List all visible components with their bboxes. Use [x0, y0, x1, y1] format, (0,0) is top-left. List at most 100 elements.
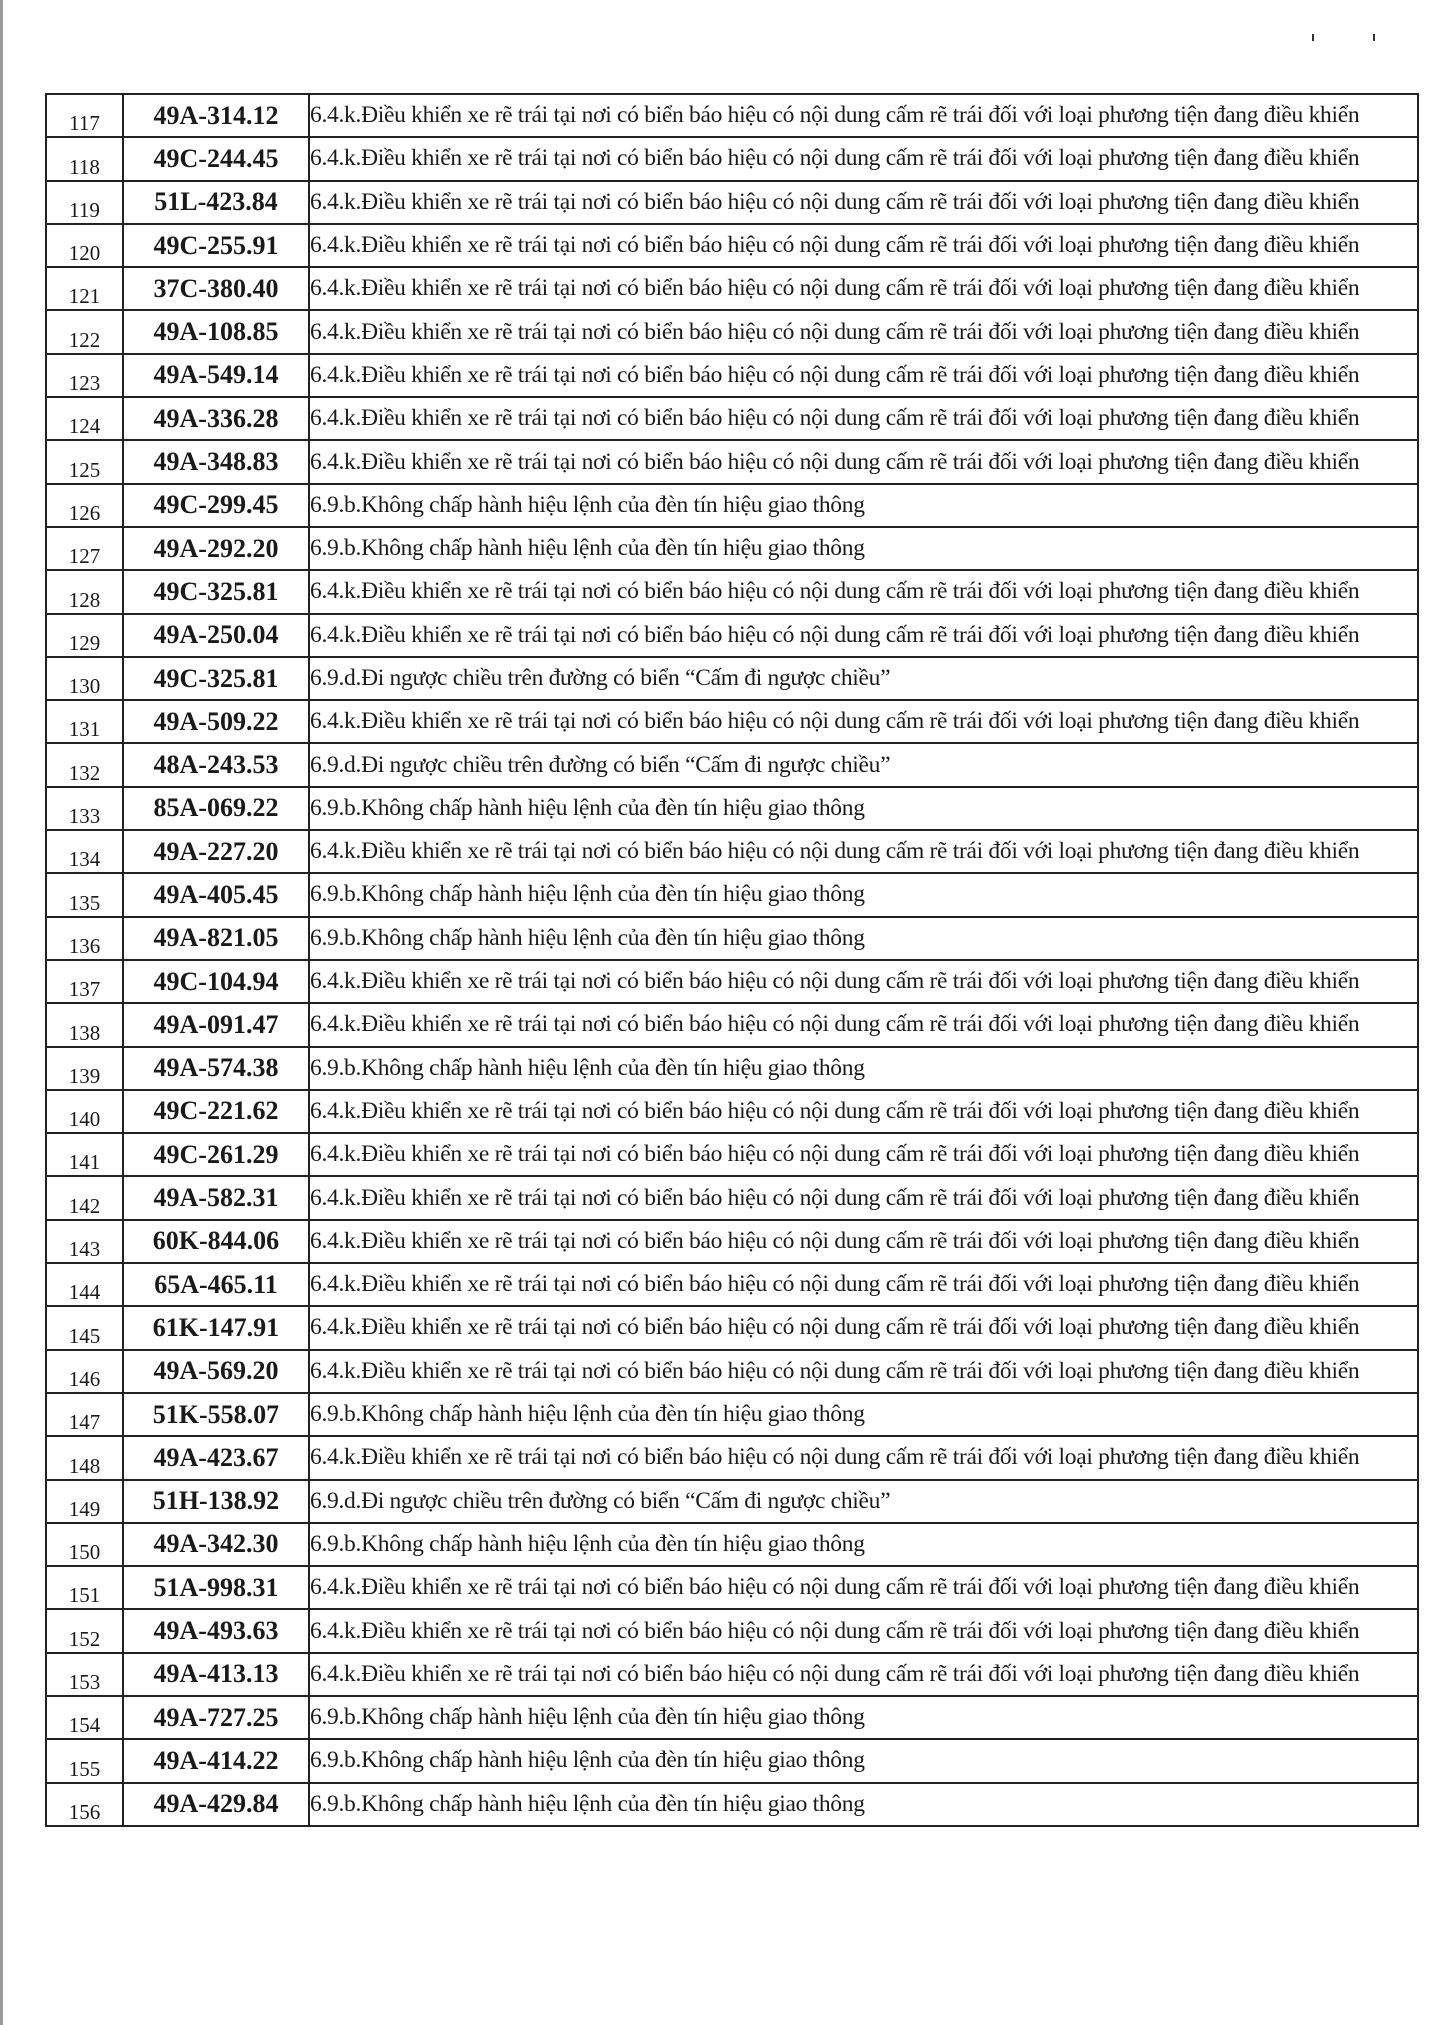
violation-cell: 6.4.k.Điều khiển xe rẽ trái tại nơi có b… [308, 1262, 1419, 1308]
license-plate-cell: 51A-998.31 [122, 1565, 310, 1611]
row-number-cell: 134 [45, 829, 124, 875]
license-plate-cell: 51K-558.07 [122, 1391, 310, 1438]
license-plate-cell: 49C-244.45 [122, 136, 310, 182]
license-plate-cell: 49C-104.94 [122, 958, 310, 1005]
license-plate-cell: 60K-844.06 [122, 1218, 310, 1265]
violation-cell: 6.9.b.Không chấp hành hiệu lệnh của đèn … [308, 915, 1419, 961]
license-plate-cell: 85A-069.22 [122, 785, 310, 832]
violation-cell: 6.9.b.Không chấp hành hiệu lệnh của đèn … [308, 482, 1419, 528]
scan-mark [1373, 34, 1375, 41]
violation-cell: 6.9.d.Đi ngược chiều trên đường có biển … [308, 655, 1419, 702]
table-row: 134 49A-227.20 6.4.k.Điều khiển xe rẽ trái… [45, 829, 1419, 875]
violation-cell: 6.9.b.Không chấp hành hiệu lệnh của đèn … [308, 1045, 1419, 1091]
violation-cell: 6.4.k.Điều khiển xe rẽ trái tại nơi có b… [308, 92, 1419, 139]
row-number-cell: 148 [45, 1435, 124, 1481]
row-number-cell: 139 [45, 1045, 124, 1091]
table-row: 143 60K-844.06 6.4.k.Điều khiển xe rẽ trái… [45, 1218, 1419, 1265]
violation-cell: 6.4.k.Điều khiển xe rẽ trái tại nơi có b… [308, 1608, 1419, 1654]
license-plate-cell: 49C-221.62 [122, 1088, 310, 1135]
row-number-cell: 145 [45, 1305, 124, 1351]
license-plate-cell: 49A-336.28 [122, 396, 310, 442]
violation-cell: 6.4.k.Điều khiển xe rẽ trái tại nơi có b… [308, 1565, 1419, 1611]
table-row: 146 49A-569.20 6.4.k.Điều khiển xe rẽ trái… [45, 1348, 1419, 1394]
violation-cell: 6.4.k.Điều khiển xe rẽ trái tại nơi có b… [308, 829, 1419, 875]
table-row: 123 49A-549.14 6.4.k.Điều khiển xe rẽ trái… [45, 352, 1419, 399]
row-number-cell: 140 [45, 1088, 124, 1135]
table-row: 152 49A-493.63 6.4.k.Điều khiển xe rẽ trái… [45, 1608, 1419, 1654]
license-plate-cell: 49A-292.20 [122, 525, 310, 572]
table-row: 131 49A-509.22 6.4.k.Điều khiển xe rẽ trái… [45, 699, 1419, 745]
row-number-cell: 146 [45, 1348, 124, 1394]
table-row: 117 49A-314.12 6.4.k.Điều khiển xe rẽ trái… [45, 92, 1419, 139]
violation-cell: 6.4.k.Điều khiển xe rẽ trái tại nơi có b… [308, 958, 1419, 1005]
row-number-cell: 143 [45, 1218, 124, 1265]
row-number-cell: 150 [45, 1521, 124, 1568]
license-plate-cell: 61K-147.91 [122, 1305, 310, 1351]
row-number-cell: 147 [45, 1391, 124, 1438]
row-number-cell: 128 [45, 569, 124, 615]
violation-cell: 6.4.k.Điều khiển xe rẽ trái tại nơi có b… [308, 1088, 1419, 1135]
table-row: 145 61K-147.91 6.4.k.Điều khiển xe rẽ trái… [45, 1305, 1419, 1351]
violation-cell: 6.4.k.Điều khiển xe rẽ trái tại nơi có b… [308, 179, 1419, 225]
table-row: 122 49A-108.85 6.4.k.Điều khiển xe rẽ trái… [45, 309, 1419, 355]
violation-cell: 6.9.b.Không chấp hành hiệu lệnh của đèn … [308, 1391, 1419, 1438]
license-plate-cell: 49A-348.83 [122, 439, 310, 485]
violations-table: 117 49A-314.12 6.4.k.Điều khiển xe rẽ trái… [45, 92, 1419, 1827]
table-row: 144 65A-465.11 6.4.k.Điều khiển xe rẽ trái… [45, 1262, 1419, 1308]
license-plate-cell: 51L-423.84 [122, 179, 310, 225]
row-number-cell: 154 [45, 1694, 124, 1741]
table-row: 136 49A-821.05 6.9.b.Không chấp hành hiệu … [45, 915, 1419, 961]
violation-cell: 6.4.k.Điều khiển xe rẽ trái tại nơi có b… [308, 439, 1419, 485]
license-plate-cell: 49A-405.45 [122, 872, 310, 918]
license-plate-cell: 49A-314.12 [122, 92, 310, 139]
table-row: 132 48A-243.53 6.9.d.Đi ngược chiều trên đ… [45, 742, 1419, 788]
row-number-cell: 136 [45, 915, 124, 961]
table-row: 153 49A-413.13 6.4.k.Điều khiển xe rẽ trái… [45, 1651, 1419, 1697]
table-row: 156 49A-429.84 6.9.b.Không chấp hành hiệu … [45, 1781, 1419, 1827]
table-row: 151 51A-998.31 6.4.k.Điều khiển xe rẽ trái… [45, 1565, 1419, 1611]
violation-cell: 6.4.k.Điều khiển xe rẽ trái tại nơi có b… [308, 1002, 1419, 1048]
license-plate-cell: 49A-569.20 [122, 1348, 310, 1394]
license-plate-cell: 49C-261.29 [122, 1132, 310, 1178]
table-row: 129 49A-250.04 6.4.k.Điều khiển xe rẽ trái… [45, 612, 1419, 658]
violation-cell: 6.4.k.Điều khiển xe rẽ trái tại nơi có b… [308, 396, 1419, 442]
row-number-cell: 126 [45, 482, 124, 528]
violation-cell: 6.4.k.Điều khiển xe rẽ trái tại nơi có b… [308, 1132, 1419, 1178]
violation-cell: 6.9.b.Không chấp hành hiệu lệnh của đèn … [308, 785, 1419, 832]
license-plate-cell: 49A-493.63 [122, 1608, 310, 1654]
table-row: 133 85A-069.22 6.9.b.Không chấp hành hiệu … [45, 785, 1419, 832]
violation-cell: 6.4.k.Điều khiển xe rẽ trái tại nơi có b… [308, 136, 1419, 182]
row-number-cell: 117 [45, 92, 124, 139]
violation-cell: 6.9.b.Không chấp hành hiệu lệnh của đèn … [308, 1521, 1419, 1568]
license-plate-cell: 49A-821.05 [122, 915, 310, 961]
row-number-cell: 135 [45, 872, 124, 918]
row-number-cell: 122 [45, 309, 124, 355]
license-plate-cell: 65A-465.11 [122, 1262, 310, 1308]
row-number-cell: 141 [45, 1132, 124, 1178]
violation-cell: 6.4.k.Điều khiển xe rẽ trái tại nơi có b… [308, 309, 1419, 355]
table-row: 124 49A-336.28 6.4.k.Điều khiển xe rẽ trái… [45, 396, 1419, 442]
table-row: 150 49A-342.30 6.9.b.Không chấp hành hiệu … [45, 1521, 1419, 1568]
row-number-cell: 131 [45, 699, 124, 745]
violation-cell: 6.4.k.Điều khiển xe rẽ trái tại nơi có b… [308, 1218, 1419, 1265]
table-row: 121 37C-380.40 6.4.k.Điều khiển xe rẽ trái… [45, 266, 1419, 312]
table-row: 126 49C-299.45 6.9.b.Không chấp hành hiệu … [45, 482, 1419, 528]
violation-cell: 6.4.k.Điều khiển xe rẽ trái tại nơi có b… [308, 1305, 1419, 1351]
row-number-cell: 133 [45, 785, 124, 832]
violation-cell: 6.9.b.Không chấp hành hiệu lệnh của đèn … [308, 1694, 1419, 1741]
table-row: 141 49C-261.29 6.4.k.Điều khiển xe rẽ trái… [45, 1132, 1419, 1178]
license-plate-cell: 49A-549.14 [122, 352, 310, 399]
violations-table-body: 117 49A-314.12 6.4.k.Điều khiển xe rẽ trái… [45, 92, 1419, 1827]
table-row: 142 49A-582.31 6.4.k.Điều khiển xe rẽ trái… [45, 1175, 1419, 1221]
license-plate-cell: 49A-091.47 [122, 1002, 310, 1048]
row-number-cell: 151 [45, 1565, 124, 1611]
table-row: 137 49C-104.94 6.4.k.Điều khiển xe rẽ trái… [45, 958, 1419, 1005]
row-number-cell: 156 [45, 1781, 124, 1827]
license-plate-cell: 37C-380.40 [122, 266, 310, 312]
row-number-cell: 118 [45, 136, 124, 182]
license-plate-cell: 49A-342.30 [122, 1521, 310, 1568]
license-plate-cell: 49A-108.85 [122, 309, 310, 355]
table-row: 120 49C-255.91 6.4.k.Điều khiển xe rẽ trái… [45, 222, 1419, 269]
table-row: 154 49A-727.25 6.9.b.Không chấp hành hiệu … [45, 1694, 1419, 1741]
violation-cell: 6.9.d.Đi ngược chiều trên đường có biển … [308, 1478, 1419, 1524]
